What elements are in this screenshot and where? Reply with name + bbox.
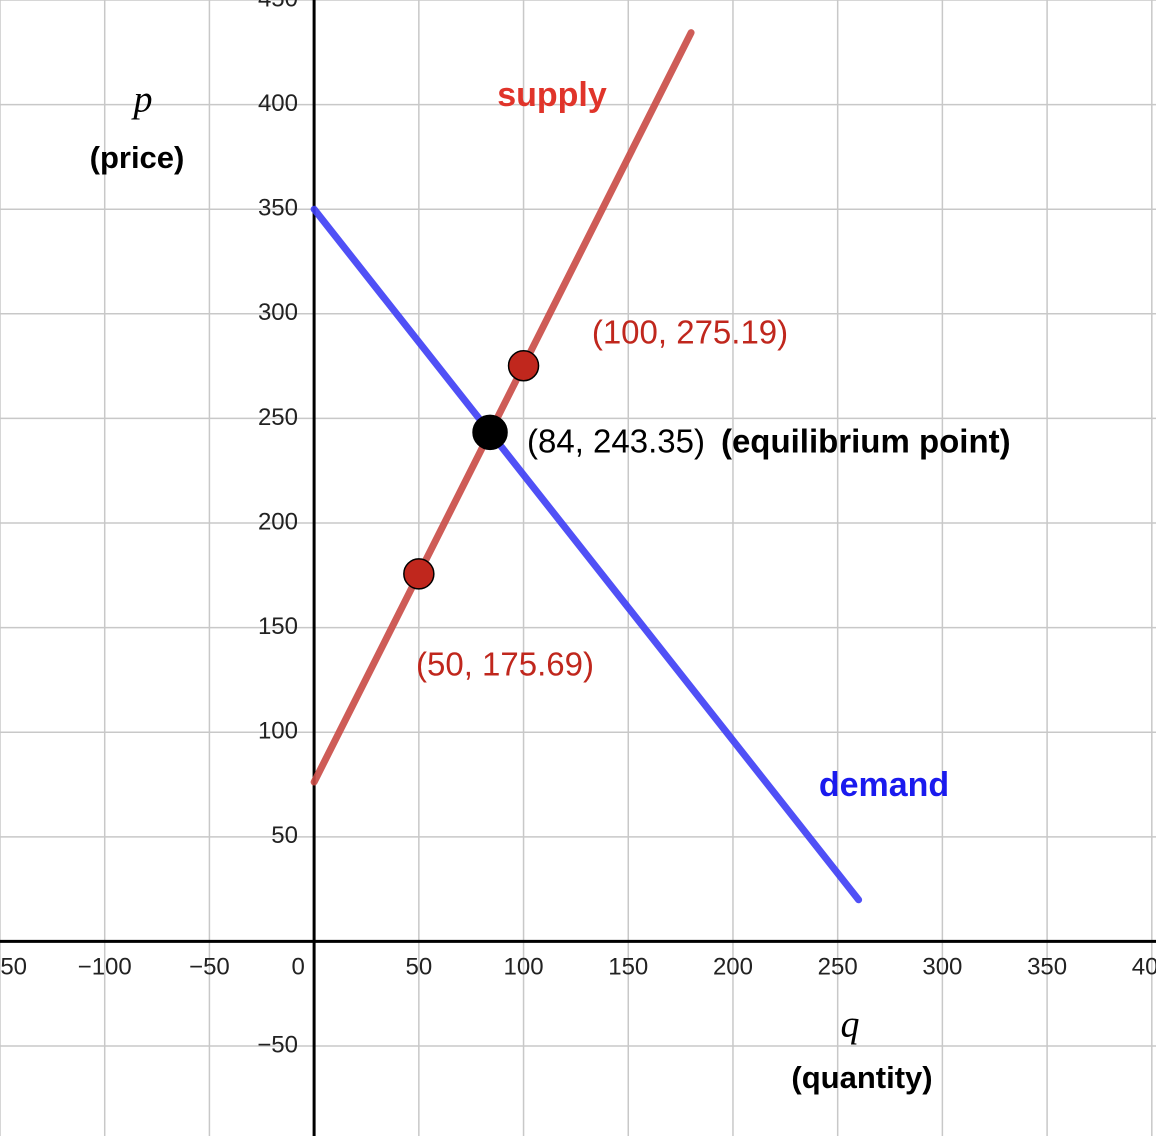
y-tick-label: 150 — [258, 613, 298, 640]
x-tick-label: 100 — [504, 953, 544, 980]
y-tick-label: 250 — [258, 404, 298, 431]
point-label: (50, 175.69) — [416, 646, 594, 683]
y-tick-label: 200 — [258, 508, 298, 535]
x-tick-label: 250 — [818, 953, 858, 980]
series-label: demand — [819, 766, 949, 804]
x-tick-label: 300 — [922, 953, 962, 980]
y-axis-title: (price) — [90, 140, 185, 175]
x-tick-label: 0 — [291, 953, 304, 980]
x-tick-label: 350 — [1027, 953, 1067, 980]
point-label: (84, 243.35) — [527, 423, 705, 460]
x-tick-label: −50 — [189, 953, 230, 980]
point — [507, 349, 540, 382]
x-tick-label: −100 — [78, 953, 132, 980]
x-tick-label: −150 — [0, 953, 27, 980]
x-tick-label: 200 — [713, 953, 753, 980]
point-label: (100, 275.19) — [592, 314, 788, 351]
x-tick-label: 50 — [405, 953, 432, 980]
series-line — [310, 29, 695, 786]
y-tick-label: 350 — [258, 195, 298, 222]
x-tick-label: 150 — [608, 953, 648, 980]
y-symbol: p — [131, 79, 153, 121]
series-line — [310, 205, 863, 904]
point — [403, 558, 435, 590]
x-symbol: q — [841, 1004, 860, 1046]
y-tick-label: −50 — [257, 1031, 298, 1058]
x-tick-label: 400 — [1132, 953, 1156, 980]
y-tick-label: 50 — [271, 822, 298, 849]
point — [472, 414, 508, 451]
y-tick-label: 300 — [258, 299, 298, 326]
annotation: (equilibrium point) — [721, 423, 1011, 460]
y-tick-label: 400 — [258, 90, 298, 117]
x-axis-title: (quantity) — [791, 1060, 932, 1095]
y-tick-label: 100 — [258, 718, 298, 745]
y-tick-label: 450 — [258, 0, 298, 12]
series-label: supply — [497, 76, 607, 114]
